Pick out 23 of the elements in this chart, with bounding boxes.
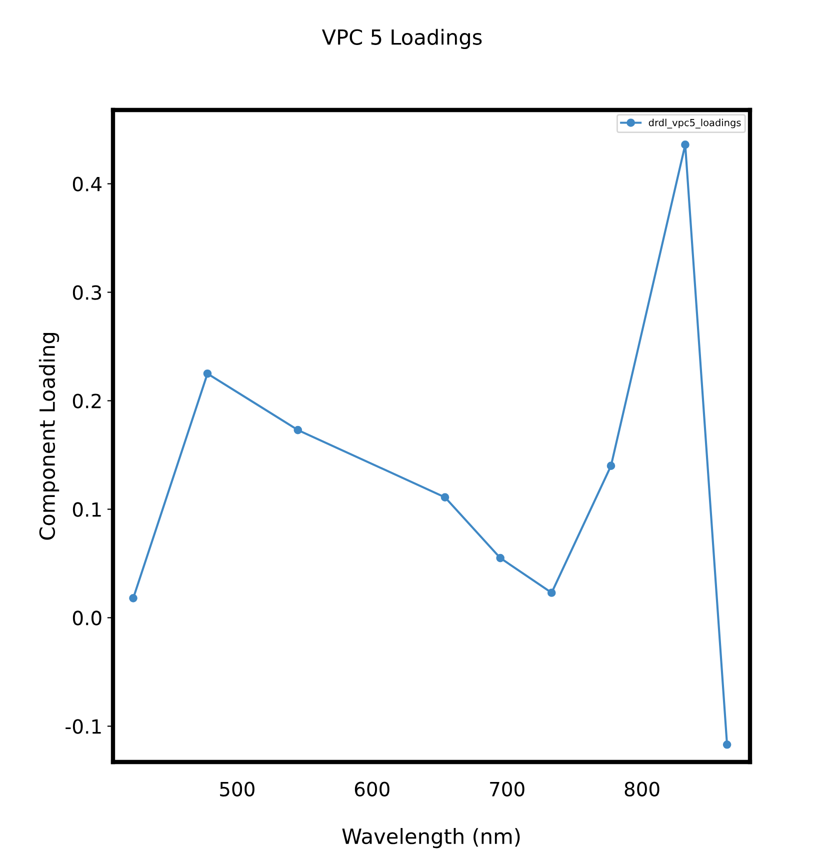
legend-label: drdl_vpc5_loadings (648, 118, 741, 128)
point (203, 369, 212, 378)
y-tick-label: -0.1 (66, 719, 101, 734)
point (496, 554, 504, 562)
x-tick-label: 700 (490, 782, 524, 796)
y-axis-title: Component Loading (38, 333, 60, 540)
y-tick-label: 0.2 (72, 394, 101, 408)
point (294, 426, 302, 434)
point (129, 594, 138, 602)
x-tick-label: 500 (220, 782, 254, 796)
point (606, 462, 616, 470)
x-tick-label: 600 (354, 782, 390, 796)
y-tick-label: 0.0 (72, 610, 102, 626)
y-tick-label: 0.3 (72, 285, 102, 300)
chart-title: VPC 5 Loadings (322, 28, 482, 50)
point (547, 588, 556, 597)
y-tick-label: 0.4 (72, 176, 102, 192)
point (440, 493, 450, 502)
x-tick-label: 800 (624, 782, 660, 796)
point (722, 740, 732, 749)
point (681, 140, 690, 149)
x-axis-title: Wavelength (nm) (342, 828, 520, 848)
y-tick-label: 0.1 (72, 502, 101, 517)
